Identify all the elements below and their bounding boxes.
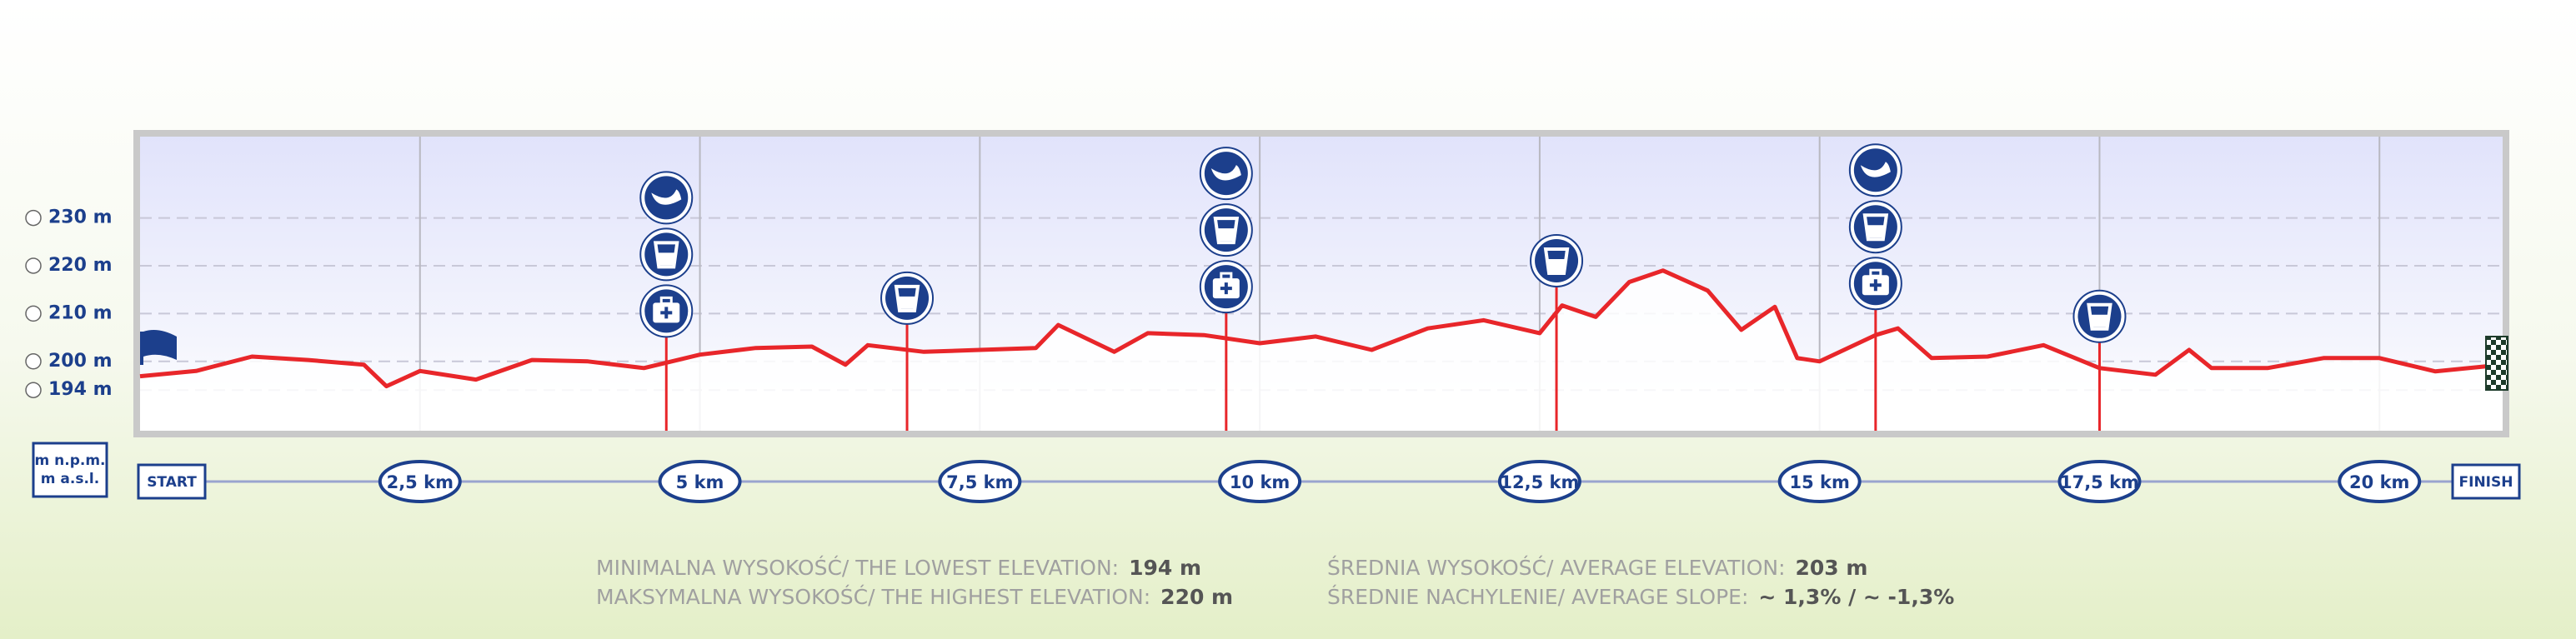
stat-label: ŚREDNIA WYSOKOŚĆ/ AVERAGE ELEVATION: xyxy=(1327,555,1786,580)
icon-disc xyxy=(1853,148,1897,192)
x-tick-label: 17,5 km xyxy=(2060,472,2139,492)
x-tick-oval xyxy=(2338,460,2422,503)
aid-station xyxy=(2072,289,2127,431)
y-tick-label: 210 m xyxy=(48,302,113,323)
cup-icon xyxy=(894,284,920,312)
elevation-line xyxy=(139,268,2503,389)
x-tick-label: 5 km xyxy=(676,472,724,492)
stat-label: ŚREDNIE NACHYLENIE/ AVERAGE SLOPE: xyxy=(1327,584,1748,609)
x-tick-label: 12,5 km xyxy=(1500,472,1579,492)
y-tick-label: 194 m xyxy=(48,379,113,400)
y-tick-label: 220 m xyxy=(48,255,113,276)
icon-disc xyxy=(1204,152,1248,196)
start-flag xyxy=(140,330,177,365)
start-label-box xyxy=(137,463,207,500)
cup-water xyxy=(2091,314,2108,327)
kit-cross xyxy=(660,307,673,319)
kit-handle xyxy=(659,296,673,305)
stat-value: 220 m xyxy=(1160,585,1233,609)
finish-label: FINISH xyxy=(2459,474,2513,491)
start-label: START xyxy=(147,474,197,491)
icon-disc xyxy=(644,176,689,220)
x-tick-label: 10 km xyxy=(1230,472,1290,492)
cup-icon xyxy=(653,241,679,269)
kit-cross xyxy=(1869,279,1882,292)
aid-station xyxy=(1848,143,1902,431)
stat-line: MAKSYMALNA WYSOKOŚĆ/ THE HIGHEST ELEVATI… xyxy=(596,584,1233,609)
kit-handle xyxy=(1869,268,1882,277)
y-tick-label: 230 m xyxy=(48,207,113,228)
aid-station xyxy=(639,171,694,431)
aid-station xyxy=(1530,233,1584,431)
kit-handle xyxy=(1220,272,1233,281)
y-axis-label-box xyxy=(32,442,108,498)
stats: MINIMALNA WYSOKOŚĆ/ THE LOWEST ELEVATION… xyxy=(596,555,1954,609)
cup-water xyxy=(1217,228,1235,242)
x-tick-oval xyxy=(378,460,462,503)
banana-icon xyxy=(1210,165,1241,181)
plot-group xyxy=(139,143,2503,431)
y-axis-label: m n.p.m. m a.s.l. xyxy=(35,452,106,487)
finish-flag xyxy=(2485,336,2508,391)
banana-icon xyxy=(1860,162,1891,177)
area-group xyxy=(140,270,2503,431)
cup-water xyxy=(658,252,675,266)
cup-water xyxy=(1548,258,1566,272)
y-tick-marker xyxy=(25,305,42,322)
x-tick-label: 2,5 km xyxy=(387,472,454,492)
y-tick-marker xyxy=(25,209,42,227)
x-tick-oval xyxy=(2057,460,2142,503)
kit-cross xyxy=(1220,282,1232,295)
x-tick-oval xyxy=(1777,460,1862,503)
stat-label: MAKSYMALNA WYSOKOŚĆ/ THE HIGHEST ELEVATI… xyxy=(596,584,1150,609)
x-tick-oval xyxy=(1497,460,1581,503)
cup-icon xyxy=(1862,213,1889,242)
stat-line: ŚREDNIA WYSOKOŚĆ/ AVERAGE ELEVATION: 203 … xyxy=(1327,555,1867,580)
cup-water xyxy=(1867,225,1884,238)
y-tick-marker xyxy=(25,353,42,370)
x-tick-label: 15 km xyxy=(1789,472,1849,492)
y-tick-marker xyxy=(25,257,42,274)
y-tick-label: 200 m xyxy=(48,351,113,372)
stat-line: MINIMALNA WYSOKOŚĆ/ THE LOWEST ELEVATION… xyxy=(596,555,1201,580)
stat-value: 203 m xyxy=(1796,556,1868,580)
x-tick-label: 20 km xyxy=(2349,472,2409,492)
area-under-line xyxy=(140,270,2503,431)
stat-label: MINIMALNA WYSOKOŚĆ/ THE LOWEST ELEVATION… xyxy=(596,555,1119,580)
stat-value: ~ 1,3% / ~ -1,3% xyxy=(1758,585,1954,609)
x-tick-oval xyxy=(938,460,1022,503)
cup-water xyxy=(899,296,916,309)
aid-station xyxy=(880,271,935,431)
y-tick-marker xyxy=(25,382,42,398)
cup-icon xyxy=(2087,302,2112,331)
x-tick-oval xyxy=(658,460,742,503)
banana-icon xyxy=(651,189,682,205)
x-tick-oval xyxy=(1218,460,1302,503)
stat-line: ŚREDNIE NACHYLENIE/ AVERAGE SLOPE: ~ 1,3%… xyxy=(1327,584,1954,609)
cup-icon xyxy=(1543,247,1570,275)
aid-station xyxy=(1199,147,1253,431)
stat-value: 194 m xyxy=(1129,556,1201,580)
x-tick-label: 7,5 km xyxy=(946,472,1013,492)
finish-label-box xyxy=(2451,463,2521,500)
cup-icon xyxy=(1213,217,1240,245)
